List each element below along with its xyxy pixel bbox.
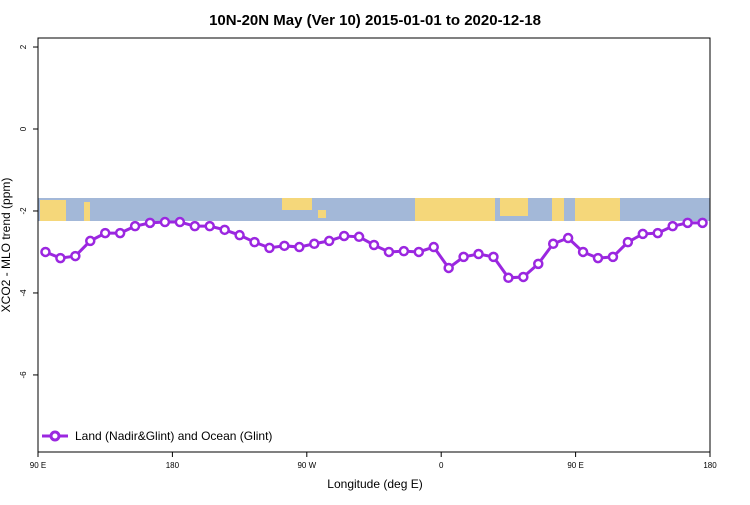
point (637, 228, 649, 240)
point (547, 238, 559, 250)
point (353, 231, 365, 243)
point (383, 246, 395, 258)
map-strip (38, 198, 710, 221)
point (682, 217, 693, 229)
point (443, 262, 454, 274)
point (503, 272, 514, 284)
point (70, 250, 81, 262)
y-tick-label: -4 (19, 289, 28, 297)
y-tick-label: 2 (19, 44, 28, 49)
point (294, 241, 305, 253)
point (592, 252, 604, 264)
y-axis-label: XCO2 - MLO trend (ppm) (0, 178, 13, 313)
point (264, 242, 275, 254)
point (129, 220, 141, 232)
point (398, 245, 410, 257)
point (174, 216, 186, 228)
point (697, 217, 708, 229)
point (428, 241, 439, 253)
point (279, 240, 290, 252)
x-tick-label: 90 E (30, 461, 46, 470)
legend-label: Land (Nadir&Glint) and Ocean (Glint) (75, 429, 272, 443)
point (189, 220, 201, 232)
x-tick-label: 180 (166, 461, 180, 470)
point (458, 251, 469, 263)
chart-title: 10N-20N May (Ver 10) 2015-01-01 to 2020-… (209, 12, 541, 29)
point (99, 227, 111, 239)
point (368, 239, 380, 251)
legend-marker (49, 430, 61, 442)
point (518, 271, 529, 283)
y-tick-label: 0 (19, 126, 28, 131)
point (144, 217, 156, 229)
point (204, 220, 215, 232)
point (309, 238, 320, 250)
y-tick-label: -6 (19, 371, 28, 379)
point (652, 227, 663, 239)
plot-frame (37, 37, 711, 453)
point (667, 220, 678, 232)
x-tick-label: 90 E (567, 461, 583, 470)
point (622, 236, 634, 248)
point (577, 246, 589, 258)
point (338, 230, 350, 242)
point (159, 216, 171, 228)
point (219, 224, 230, 236)
point (562, 232, 574, 244)
x-tick-label: 0 (439, 461, 444, 470)
point (114, 227, 126, 239)
point (234, 229, 245, 241)
x-tick-label: 180 (703, 461, 717, 470)
point (40, 246, 51, 258)
legend: Land (Nadir&Glint) and Ocean (Glint) (42, 429, 272, 443)
point (323, 235, 335, 247)
point (413, 246, 425, 258)
point (249, 236, 260, 248)
x-axis-label: Longitude (deg E) (327, 477, 422, 491)
point (533, 258, 544, 270)
point (607, 251, 619, 263)
point (488, 251, 499, 263)
y-tick-label: -2 (19, 207, 28, 215)
x-tick-label: 90 W (297, 461, 316, 470)
point (55, 252, 66, 264)
point (473, 248, 484, 260)
point (85, 235, 96, 247)
